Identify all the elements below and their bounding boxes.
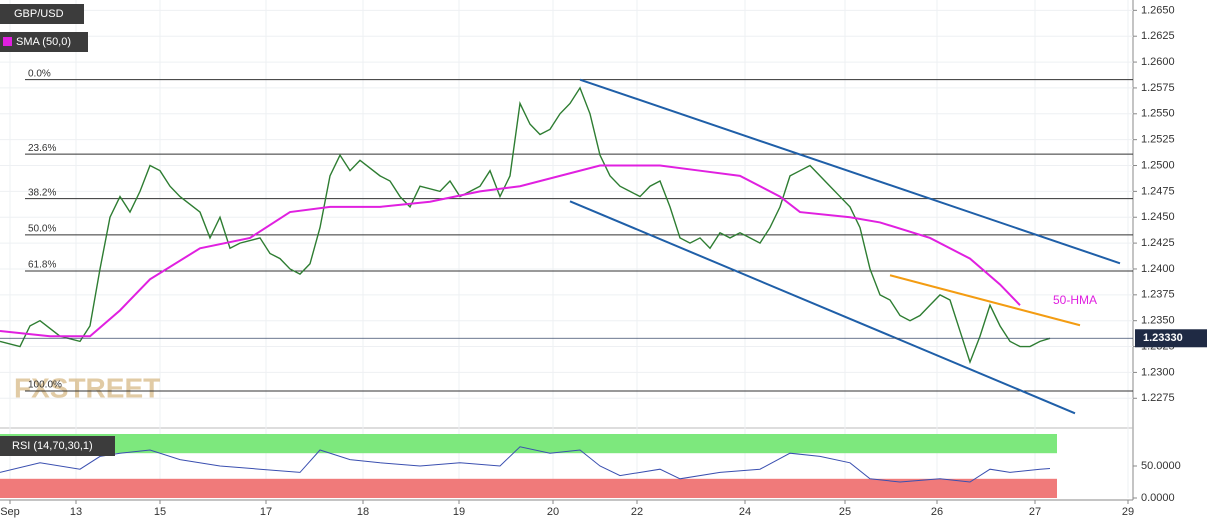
y-tick-label: 1.2550: [1141, 108, 1175, 120]
rsi-tick-label: 50.0000: [1141, 460, 1181, 472]
y-tick-label: 1.2625: [1141, 30, 1175, 42]
trendline: [579, 78, 1121, 265]
x-tick-label: 24: [739, 506, 751, 518]
y-tick-label: 1.2400: [1141, 263, 1175, 275]
sma-swatch: [3, 37, 12, 46]
y-tick-label: 1.2475: [1141, 185, 1175, 197]
y-tick-label: 1.2650: [1141, 4, 1175, 16]
trendline: [569, 200, 1076, 415]
rsi-tag: [0, 436, 115, 456]
x-tick-label: 26: [931, 506, 943, 518]
y-tick-label: 1.2600: [1141, 56, 1175, 68]
x-tick-label: 20: [547, 506, 559, 518]
symbol-tag: [0, 4, 84, 24]
rsi-label: RSI (14,70,30,1): [12, 440, 93, 452]
rsi-tick-label: 0.0000: [1141, 492, 1175, 504]
y-tick-label: 1.2425: [1141, 237, 1175, 249]
fib-label: 23.6%: [28, 143, 56, 154]
y-tick-label: 1.2275: [1141, 392, 1175, 404]
x-tick-label: 27: [1029, 506, 1041, 518]
rsi-line: [0, 446, 1051, 483]
x-tick-label: 25: [839, 506, 851, 518]
y-tick-label: 1.2375: [1141, 289, 1175, 301]
fib-label: 0.0%: [28, 68, 51, 79]
x-tick-label: 22: [631, 506, 643, 518]
x-tick-label: 13: [70, 506, 82, 518]
rsi-oversold-zone: [0, 478, 1057, 498]
fib-label: 50.0%: [28, 223, 56, 234]
x-tick-label: Sep: [0, 506, 20, 518]
x-tick-label: 15: [154, 506, 166, 518]
price-line: [0, 86, 1051, 365]
x-tick-label: 29: [1122, 506, 1134, 518]
x-tick-label: 17: [260, 506, 272, 518]
rsi-overbought-zone: [0, 434, 1057, 454]
trendline: [889, 274, 1081, 327]
y-tick-label: 1.2450: [1141, 211, 1175, 223]
fib-label: 38.2%: [28, 187, 56, 198]
current-price-label: 1.23330: [1143, 332, 1183, 344]
current-price-tag: [1135, 329, 1207, 348]
y-tick-label: 1.2575: [1141, 82, 1175, 94]
x-tick-label: 18: [357, 506, 369, 518]
fib-label: 100.0%: [28, 380, 62, 391]
fib-label: 61.8%: [28, 260, 56, 271]
symbol-label: GBP/USD: [14, 8, 64, 20]
watermark: FXSTREET: [14, 372, 160, 403]
annotation: 50-HMA: [1053, 293, 1097, 307]
x-tick-label: 19: [453, 506, 465, 518]
y-tick-label: 1.2350: [1141, 315, 1175, 327]
y-tick-label: 1.2300: [1141, 366, 1175, 378]
sma-label: SMA (50,0): [16, 36, 71, 48]
y-tick-label: 1.2525: [1141, 134, 1175, 146]
y-tick-label: 1.2500: [1141, 159, 1175, 171]
sma-line: [0, 164, 1021, 338]
sma-tag: [0, 32, 88, 52]
